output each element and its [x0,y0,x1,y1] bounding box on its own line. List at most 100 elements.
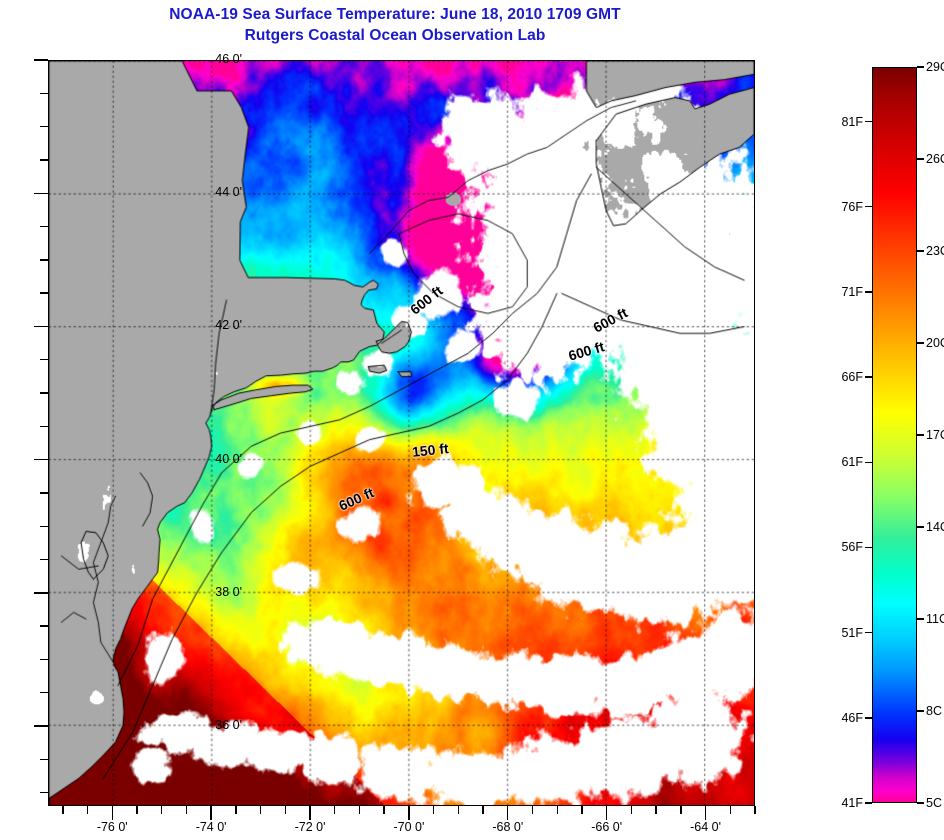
colorbar-label-fahrenheit: 41F [841,796,863,810]
colorbar-tick-celsius [917,802,924,804]
lon-tick-minor [482,806,484,814]
lat-tick-label: 46 0' [215,52,242,66]
lat-tick-minor [40,692,48,694]
lat-tick-minor [40,625,48,627]
colorbar-label-celsius: 17C [926,428,944,442]
colorbar-tick-celsius [917,710,924,712]
colorbar-label-fahrenheit: 51F [841,625,863,640]
lat-tick-major [34,458,48,461]
lat-tick-label: 38 0' [215,584,242,599]
lat-tick-major [34,725,48,727]
lat-tick-major [34,592,48,594]
colorbar-label-fahrenheit: 81F [841,114,863,129]
lon-tick-major [408,806,410,820]
colorbar-tick-fahrenheit [865,291,872,293]
colorbar-tick-fahrenheit [865,461,872,463]
lon-tick-label: -76 0' [96,820,128,834]
lat-tick-minor [40,225,48,228]
lat-tick-minor [40,758,48,761]
colorbar-tick-fahrenheit [865,802,872,804]
lon-tick-minor [161,806,163,814]
lat-tick-minor [40,159,48,161]
lat-tick-label: 44 0' [215,185,242,200]
lat-tick-minor [40,658,48,661]
colorbar-label-celsius: 20C [926,336,944,350]
colorbar-label-celsius: 29C [926,60,944,74]
colorbar-label-celsius: 5C [926,796,942,810]
lon-tick-minor [581,806,583,814]
page-title: NOAA-19 Sea Surface Temperature: June 18… [169,6,621,23]
lat-tick-minor [40,259,48,261]
colorbar-label-fahrenheit: 66F [841,370,863,385]
colorbar-tick-fahrenheit [865,631,872,634]
colorbar-label-celsius: 26C [926,152,944,166]
lon-tick-minor [531,806,534,814]
lon-tick-label: -74 0' [195,820,227,834]
lon-tick-minor [655,806,657,814]
lat-tick-major [34,325,48,328]
lon-tick-major [507,806,509,820]
colorbar-tick-celsius [917,434,924,436]
lat-tick-minor [40,359,48,361]
lat-tick-minor [40,125,48,128]
lon-tick-label: -72 0' [294,820,326,834]
lat-tick-minor [40,92,48,94]
colorbar-label-celsius: 23C [926,244,944,258]
colorbar-label-fahrenheit: 71F [841,284,863,299]
lon-tick-minor [630,806,633,814]
lat-tick-label: 40 0' [215,451,242,466]
sst-raster [49,61,754,805]
lat-tick-label: 36 0' [215,718,242,733]
lon-tick-minor [334,806,336,814]
lon-tick-minor [62,806,64,814]
lon-tick-minor [358,806,361,814]
lat-tick-minor [40,791,48,794]
lon-tick-minor [432,806,435,814]
colorbar-label-fahrenheit: 76F [841,199,863,214]
lon-tick-label: -64 0' [690,820,721,834]
lon-tick-major [605,806,608,820]
colorbar-tick-fahrenheit [865,376,872,378]
lat-tick-minor [40,392,48,394]
colorbar-tick-fahrenheit [865,717,872,719]
lon-tick-major [210,806,212,820]
lat-tick-minor [40,492,48,494]
colorbar-label-celsius: 8C [926,704,942,718]
lon-tick-major [704,806,707,820]
page-subtitle: Rutgers Coastal Ocean Observation Lab [244,27,546,44]
colorbar-tick-celsius [917,342,924,344]
colorbar-label-celsius: 14C [926,520,944,534]
lon-tick-minor [729,806,731,814]
colorbar-label-fahrenheit: 46F [841,710,863,725]
lat-tick-minor [40,525,48,527]
lat-tick-minor [40,292,48,294]
lon-tick-minor [457,806,460,814]
colorbar-tick-fahrenheit [865,206,872,208]
colorbar-container[interactable] [872,67,917,803]
lon-tick-minor [185,806,188,814]
colorbar-tick-fahrenheit [865,120,872,123]
sst-map[interactable] [48,60,755,806]
lat-tick-major [34,192,48,194]
colorbar-tick-celsius [917,618,924,620]
colorbar-tick-celsius [917,66,924,68]
colorbar-tick-celsius [917,526,924,528]
lon-tick-major [111,806,113,820]
lon-tick-label: -70 0' [393,820,425,834]
lon-tick-minor [680,806,682,814]
lon-tick-minor [259,806,262,814]
lon-tick-major [309,806,311,820]
lon-tick-label: -66 0' [591,820,623,834]
lon-tick-minor [235,806,237,814]
colorbar-gradient [872,67,917,803]
colorbar-label-celsius: 11C [926,612,944,626]
lon-tick-minor [556,806,558,814]
colorbar-tick-fahrenheit [865,546,872,549]
lon-tick-label: -68 0' [492,820,524,834]
lon-tick-minor [284,806,286,814]
lat-tick-major [34,59,48,61]
lon-tick-minor [86,806,89,814]
lon-tick-minor [754,806,756,814]
lon-tick-minor [136,806,138,814]
colorbar-label-fahrenheit: 56F [841,540,863,555]
